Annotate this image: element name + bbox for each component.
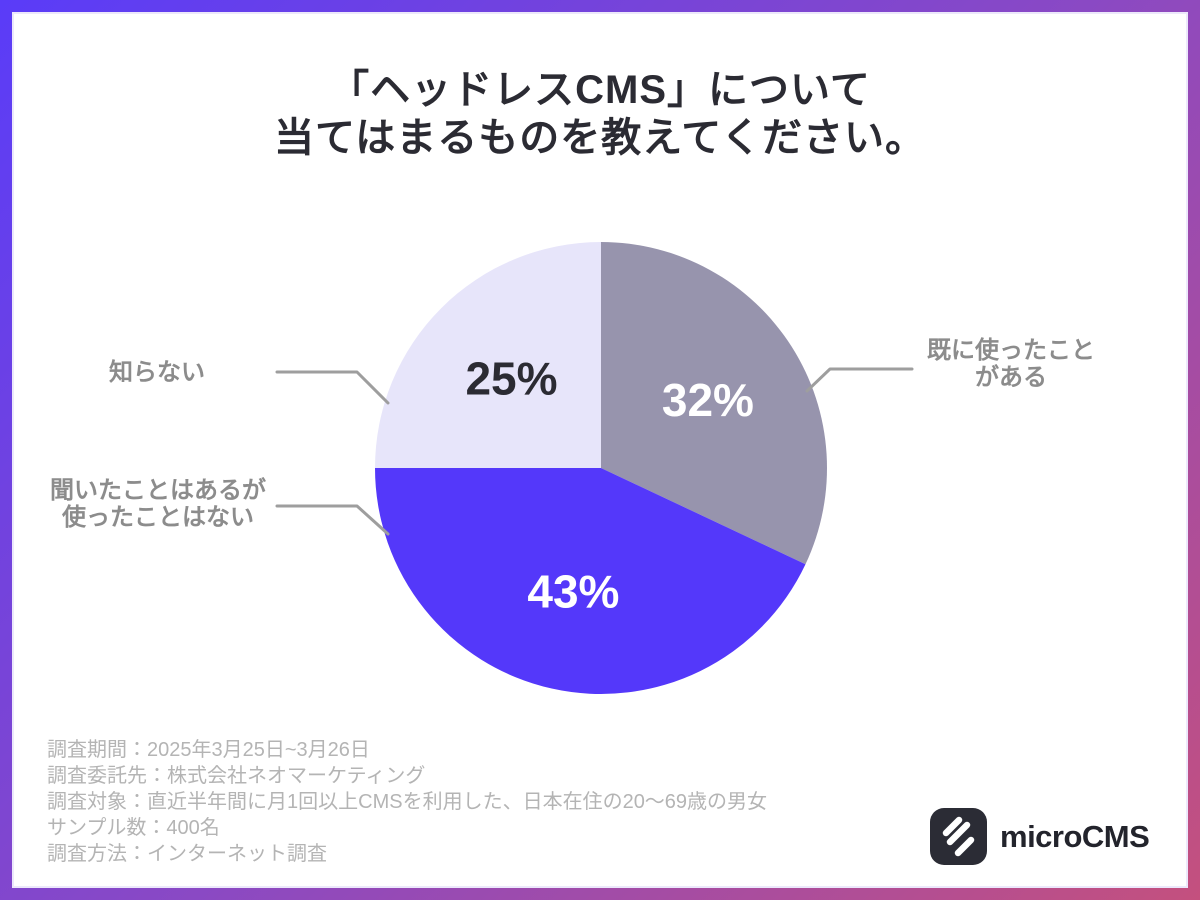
pie-slice-0: [601, 242, 827, 565]
callout-label-unknown: 知らない: [109, 359, 205, 386]
pie-value-label-0: 32%: [662, 374, 754, 426]
note-agency: 調査委託先：株式会社ネオマーケティング: [47, 765, 426, 787]
note-period: 調査期間：2025年3月25日~3月26日: [47, 739, 370, 761]
chart-title-line2: 当てはまるものを教えてください。: [274, 116, 926, 160]
leader-line-heard: [275, 504, 390, 536]
note-method: 調査方法：インターネット調査: [47, 843, 327, 865]
microcms-logo-icon: [930, 808, 987, 865]
pie-slices: [375, 242, 827, 694]
leader-line-used: [805, 367, 914, 393]
note-subjects: 調査対象：直近半年間に月1回以上CMSを利用した、日本在住の20〜69歳の男女: [47, 791, 768, 813]
microcms-logo: microCMS: [930, 808, 1150, 865]
logo-stripes: [942, 816, 975, 857]
pie-slice-2: [375, 242, 601, 468]
pie-value-label-2: 25%: [465, 353, 557, 405]
note-sample-size: サンプル数：400名: [47, 817, 220, 839]
callout-label-heard: 聞いたことはあるが 使ったことはない: [50, 477, 266, 531]
callout-label-used: 既に使ったこと がある: [927, 337, 1095, 391]
pie-value-label-1: 43%: [527, 566, 619, 618]
chart-title-line1: 「ヘッドレスCMS」について: [329, 68, 871, 112]
leader-line-unknown: [275, 370, 390, 405]
pie-value-labels: 32% 43% 25%: [465, 353, 753, 618]
pie-slice-1: [375, 468, 806, 694]
chart-title: 「ヘッドレスCMS」について 当てはまるものを教えてください。: [0, 66, 1200, 162]
survey-notes: 調査期間：2025年3月25日~3月26日 調査委託先：株式会社ネオマーケティン…: [47, 737, 877, 867]
microcms-logo-text: microCMS: [1000, 818, 1150, 854]
